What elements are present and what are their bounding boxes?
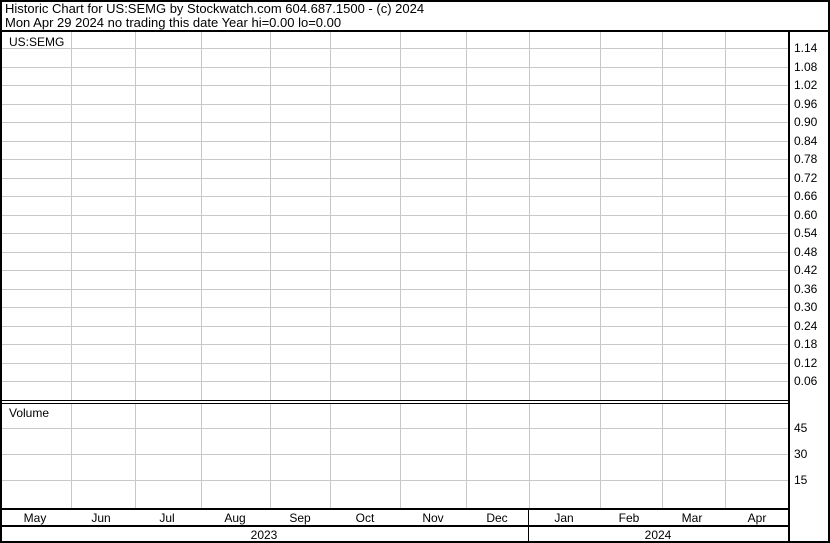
volume-gridline-vertical: [201, 404, 202, 508]
month-tick-label: Sep: [289, 511, 311, 525]
price-gridline-vertical: [466, 32, 467, 400]
volume-tick-label: 15: [794, 473, 808, 487]
symbol-label: US:SEMG: [9, 35, 65, 49]
price-tick-label: 1.14: [794, 41, 818, 55]
price-gridline-vertical: [400, 32, 401, 400]
y-axis-divider: [788, 30, 790, 543]
volume-gridline-vertical: [600, 404, 601, 508]
volume-gridline: [2, 454, 788, 455]
price-tick-label: 0.30: [794, 300, 818, 314]
year-row-divider: [0, 525, 790, 527]
volume-tick-label: 45: [794, 421, 808, 435]
price-tick-label: 0.96: [794, 97, 818, 111]
price-gridline: [2, 104, 788, 105]
month-tick-label: Mar: [681, 511, 703, 525]
price-gridline: [2, 159, 788, 160]
month-row-divider: [0, 508, 790, 510]
volume-gridline-vertical: [529, 404, 530, 508]
volume-label: Volume: [9, 406, 50, 420]
year-label: 2023: [250, 528, 278, 542]
price-gridline-vertical: [135, 32, 136, 400]
month-tick-label: Jul: [159, 511, 175, 525]
price-gridline: [2, 141, 788, 142]
month-tick-label: Apr: [747, 511, 767, 525]
chart-title: Historic Chart for US:SEMG by Stockwatch…: [5, 1, 425, 16]
price-tick-label: 0.36: [794, 282, 818, 296]
price-gridline: [2, 196, 788, 197]
price-gridline-vertical: [71, 32, 72, 400]
price-gridline: [2, 252, 788, 253]
price-gridline: [2, 233, 788, 234]
volume-gridline: [2, 428, 788, 429]
month-tick-label: Jan: [554, 511, 574, 525]
price-tick-label: 0.24: [794, 319, 818, 333]
price-gridline-vertical: [600, 32, 601, 400]
price-tick-label: 0.18: [794, 337, 818, 351]
month-tick-label: Jun: [91, 511, 111, 525]
price-gridline: [2, 270, 788, 271]
volume-tick-label: 30: [794, 447, 808, 461]
price-tick-label: 0.48: [794, 245, 818, 259]
price-gridline: [2, 363, 788, 364]
price-tick-label: 0.42: [794, 263, 818, 277]
price-tick-label: 0.60: [794, 208, 818, 222]
panel-divider-top: [0, 400, 790, 401]
volume-gridline: [2, 480, 788, 481]
volume-gridline-vertical: [135, 404, 136, 508]
price-tick-label: 1.02: [794, 78, 818, 92]
price-gridline: [2, 122, 788, 123]
price-gridline: [2, 215, 788, 216]
month-tick-label: May: [23, 511, 47, 525]
volume-gridline-vertical: [400, 404, 401, 508]
price-gridline: [2, 381, 788, 382]
price-gridline: [2, 178, 788, 179]
volume-gridline-vertical: [466, 404, 467, 508]
price-gridline: [2, 67, 788, 68]
month-tick-label: Dec: [486, 511, 508, 525]
price-gridline-vertical: [201, 32, 202, 400]
month-tick-label: Nov: [422, 511, 444, 525]
volume-gridline-vertical: [330, 404, 331, 508]
price-gridline: [2, 48, 788, 49]
price-gridline-vertical: [725, 32, 726, 400]
price-tick-label: 0.78: [794, 152, 818, 166]
panel-divider-bottom: [0, 403, 790, 404]
header-divider: [0, 30, 830, 32]
price-tick-label: 0.06: [794, 374, 818, 388]
price-tick-label: 0.66: [794, 189, 818, 203]
price-gridline-vertical: [270, 32, 271, 400]
price-tick-label: 0.90: [794, 115, 818, 129]
price-gridline: [2, 326, 788, 327]
price-gridline-vertical: [529, 32, 530, 400]
price-gridline-vertical: [662, 32, 663, 400]
volume-gridline-vertical: [71, 404, 72, 508]
year-label: 2024: [644, 528, 672, 542]
price-gridline: [2, 307, 788, 308]
price-gridline-vertical: [330, 32, 331, 400]
price-tick-label: 0.84: [794, 134, 818, 148]
volume-gridline-vertical: [662, 404, 663, 508]
price-tick-label: 0.72: [794, 171, 818, 185]
price-gridline: [2, 85, 788, 86]
price-tick-label: 1.08: [794, 60, 818, 74]
year-separator: [528, 509, 529, 543]
chart-subtitle: Mon Apr 29 2024 no trading this date Yea…: [5, 15, 342, 30]
month-tick-label: Oct: [355, 511, 375, 525]
price-gridline: [2, 289, 788, 290]
month-tick-label: Feb: [618, 511, 640, 525]
volume-gridline-vertical: [725, 404, 726, 508]
price-gridline: [2, 344, 788, 345]
month-tick-label: Aug: [224, 511, 246, 525]
volume-gridline-vertical: [270, 404, 271, 508]
price-tick-label: 0.12: [794, 356, 818, 370]
price-tick-label: 0.54: [794, 226, 818, 240]
